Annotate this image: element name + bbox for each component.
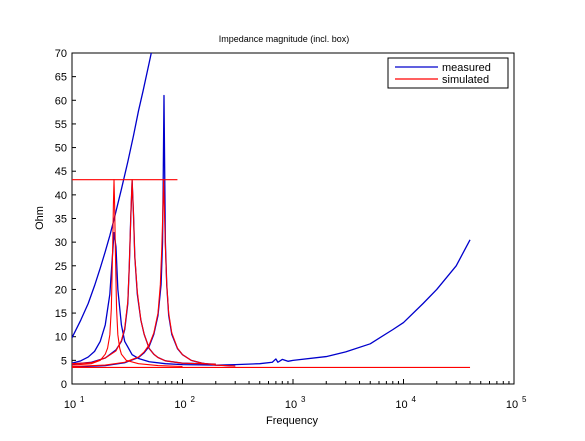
series-measured-curve-3 <box>72 94 236 368</box>
legend-label-measured: measured <box>442 62 491 74</box>
x-tick-label: 10 <box>174 399 186 411</box>
y-tick-label: 5 <box>61 355 67 367</box>
x-tick-exponent: 2 <box>191 395 196 404</box>
y-tick-label: 30 <box>55 237 67 249</box>
y-tick-label: 60 <box>55 95 67 107</box>
legend: measured simulated <box>387 57 509 89</box>
x-tick-exponent: 5 <box>522 395 527 404</box>
x-tick-label: 10 <box>64 399 76 411</box>
y-tick-label: 55 <box>55 119 67 131</box>
y-tick-label: 35 <box>55 214 67 226</box>
y-tick-label: 50 <box>55 143 67 155</box>
x-tick-label: 10 <box>285 399 297 411</box>
x-axis: 10 1 10 2 10 3 10 4 10 5 <box>64 379 527 411</box>
x-tick-label: 10 <box>395 399 407 411</box>
series-simulated-curve-3 <box>72 179 183 368</box>
series-measured-curve-4 <box>72 53 152 338</box>
plot-frame <box>71 52 515 385</box>
y-tick-label: 20 <box>55 284 67 296</box>
y-tick-label: 70 <box>55 48 67 60</box>
legend-label-simulated: simulated <box>442 74 489 86</box>
x-tick-exponent: 1 <box>80 395 85 404</box>
y-tick-label: 40 <box>55 190 67 202</box>
legend-box <box>387 57 509 89</box>
x-tick-exponent: 4 <box>412 395 417 404</box>
y-tick-label: 45 <box>55 166 67 178</box>
y-tick-label: 25 <box>55 261 67 273</box>
x-axis-label: Frequency <box>266 415 318 427</box>
x-tick-label: 10 <box>506 399 518 411</box>
y-tick-label: 15 <box>55 308 67 320</box>
series-measured-curve-2 <box>72 180 216 365</box>
y-axis-label: Ohm <box>34 206 46 230</box>
y-tick-label: 65 <box>55 72 67 84</box>
y-tick-label: 10 <box>55 332 67 344</box>
series-simulated-curve-5 <box>72 179 236 368</box>
series-measured-curve-1 <box>72 232 471 366</box>
y-axis: 0 5 10 15 20 25 30 35 40 45 50 55 60 65 70 <box>55 48 76 391</box>
plot-curves <box>72 53 471 368</box>
x-tick-exponent: 3 <box>301 395 306 404</box>
chart-title: Impedance magnitude (incl. box) <box>219 34 350 44</box>
series-simulated-curve-4 <box>72 179 216 365</box>
y-tick-label: 0 <box>61 379 67 391</box>
